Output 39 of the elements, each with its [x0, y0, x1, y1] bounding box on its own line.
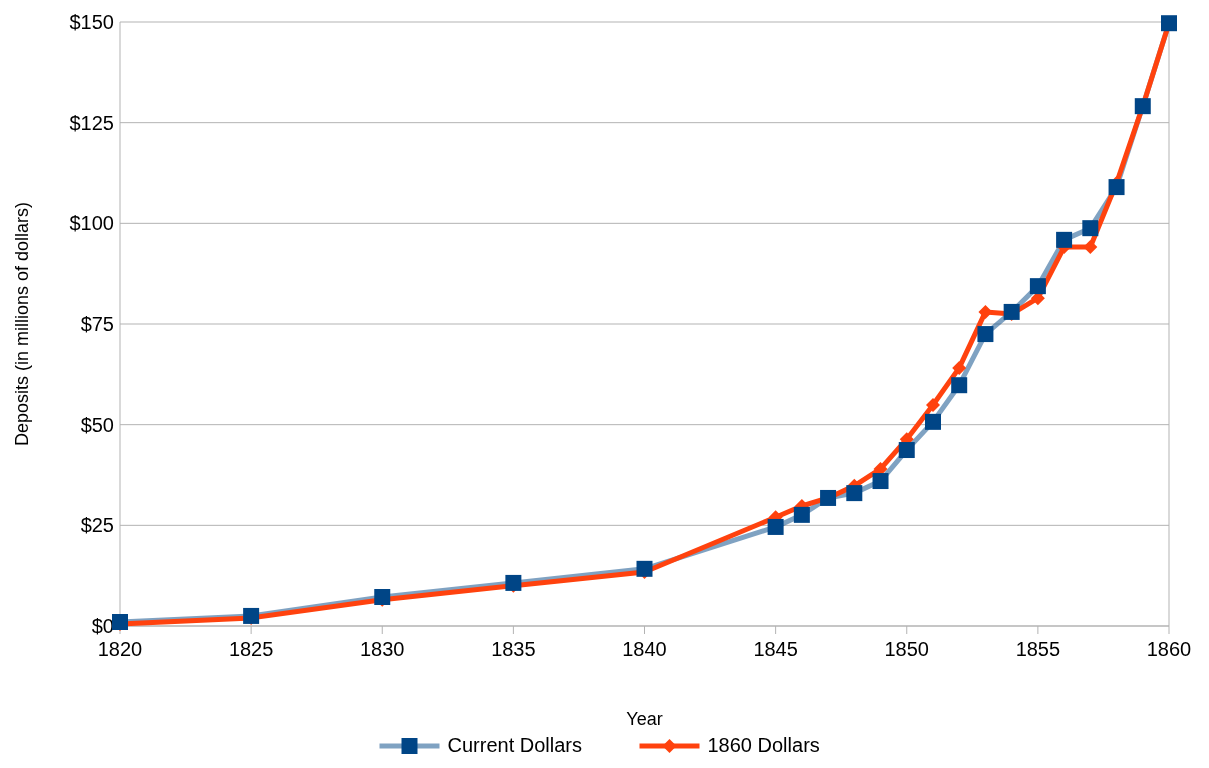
- point: [873, 461, 888, 476]
- point: [924, 413, 941, 430]
- x-tick-label: 1840: [622, 638, 667, 660]
- point: [951, 377, 968, 394]
- y-axis-title: Deposits (in millions of dollars): [12, 201, 32, 447]
- y-tick-label: $25: [80, 514, 114, 537]
- x-tick-label: 1860: [1146, 638, 1192, 660]
- point: [505, 574, 522, 591]
- x-tick-label: 1820: [97, 638, 143, 660]
- point: [112, 613, 128, 630]
- x-tick-label: 1845: [753, 638, 798, 660]
- point: [1082, 220, 1099, 237]
- x-tick-label: 1825: [228, 638, 274, 660]
- point: [952, 360, 967, 375]
- x-tick-label: 1850: [884, 638, 929, 660]
- point: [846, 485, 863, 502]
- point: [1056, 231, 1073, 248]
- point: [1029, 278, 1046, 295]
- point: [898, 442, 915, 459]
- x-axis-title: Year: [626, 709, 663, 729]
- y-tick-label: $100: [69, 212, 114, 235]
- point: [636, 560, 653, 577]
- legend-label: 1860 Dollars: [707, 734, 820, 756]
- legend-label: Current Dollars: [447, 734, 582, 756]
- x-tick-label: 1855: [1015, 638, 1061, 660]
- y-tick-label: $50: [80, 413, 114, 436]
- y-tick-label: $75: [80, 313, 114, 335]
- point: [767, 518, 784, 535]
- point: [925, 397, 940, 412]
- point: [977, 326, 994, 343]
- point: [872, 473, 889, 490]
- x-tick-label: 1835: [491, 638, 536, 660]
- point: [1108, 179, 1125, 196]
- point: [793, 506, 810, 523]
- point: [978, 304, 993, 319]
- x-tick-label: 1830: [360, 638, 405, 660]
- y-tick-label: $125: [69, 111, 114, 134]
- y-tick-label: $150: [69, 11, 114, 33]
- point: [1083, 240, 1098, 255]
